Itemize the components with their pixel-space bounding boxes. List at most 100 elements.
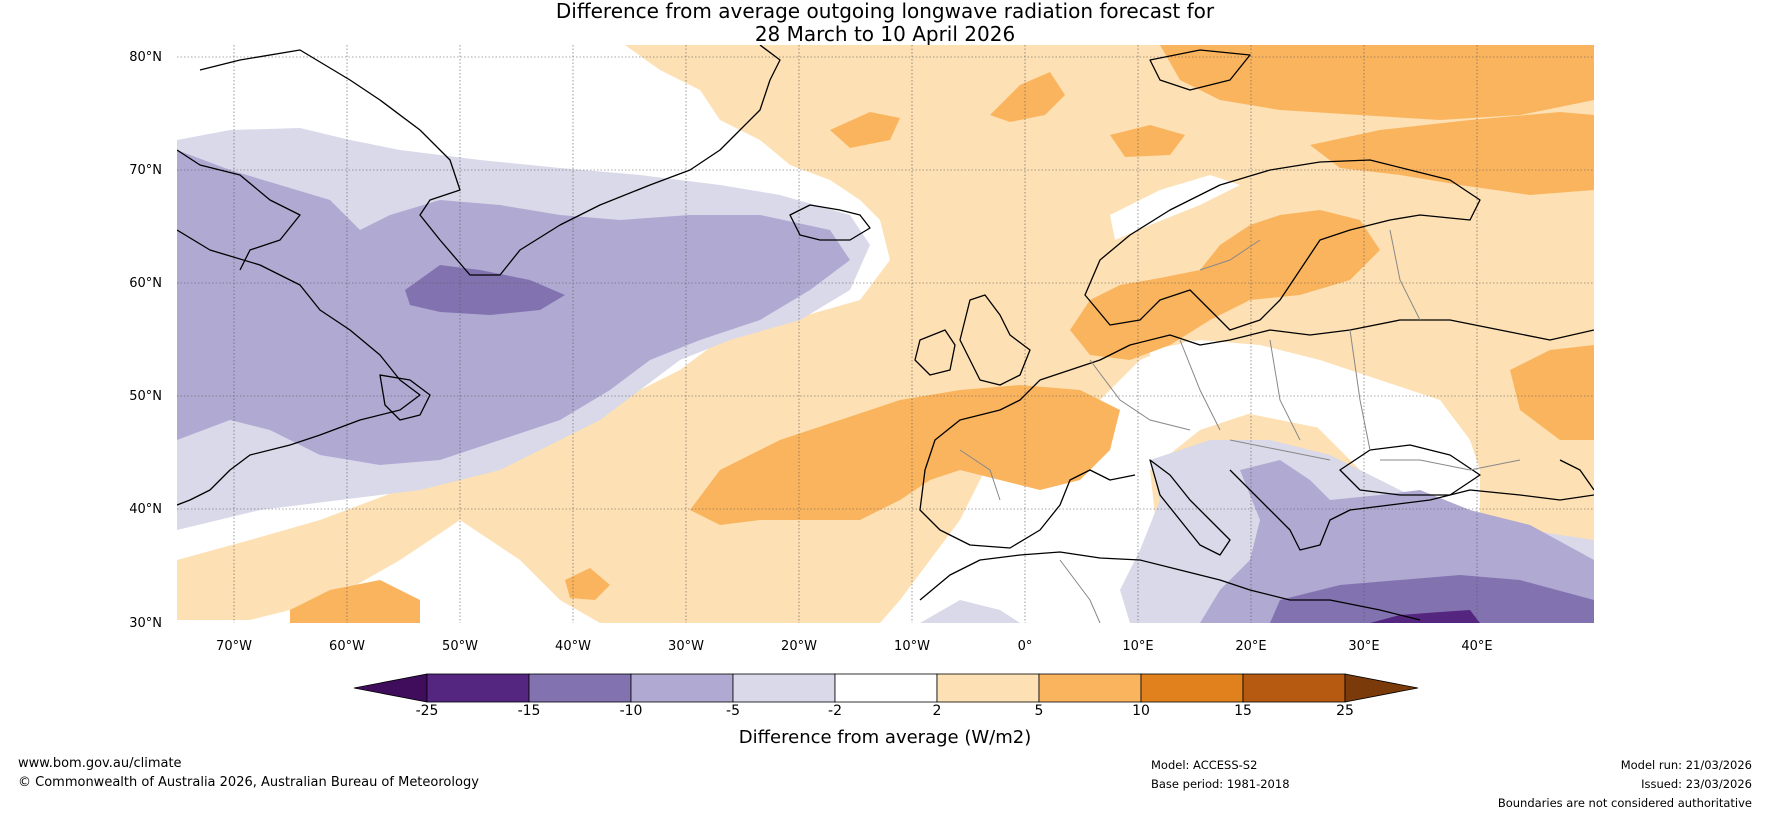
colorbar-segment: [528, 673, 632, 703]
anomaly-orange-iberia-france: [690, 385, 1120, 525]
coastline-newfoundland: [379, 374, 431, 421]
base-period: Base period: 1981-2018: [1151, 777, 1290, 791]
colorbar-tick-label: 2: [932, 703, 942, 719]
coastline-uk: [959, 294, 1031, 386]
map-panel: [177, 45, 1594, 623]
colorbar-tick-label: 5: [1034, 703, 1044, 719]
country-borders: [959, 229, 1521, 623]
chart-title: Difference from average outgoing longwav…: [0, 0, 1770, 46]
colorbar-tick-label: -15: [517, 703, 541, 719]
anomaly-orange-arctic-5: [830, 112, 900, 148]
lon-label: 0°: [1018, 639, 1033, 654]
lon-label: 30°W: [668, 639, 704, 654]
anomaly-very-dark-purple: [1370, 610, 1480, 623]
colorbar-tick-label: -10: [619, 703, 643, 719]
lon-label: 40°E: [1461, 639, 1492, 654]
coastline-ireland: [914, 329, 956, 376]
border-belarus-russia: [1349, 329, 1371, 451]
border-france-germany: [1089, 359, 1191, 431]
colorbar-extend-high: [1344, 673, 1419, 703]
anomaly-dark-purple-labrador: [405, 265, 565, 315]
disclaimer: Boundaries are not considered authoritat…: [1497, 796, 1752, 810]
colorbar-tick-label: -5: [726, 703, 740, 719]
lon-label: 70°W: [216, 639, 252, 654]
copyright: © Commonwealth of Australia 2026, Austra…: [18, 775, 479, 790]
model-run: Model run: 21/03/2026: [1620, 758, 1752, 772]
colorbar-tick-label: -2: [828, 703, 842, 719]
coastline-europe-mainland: [1039, 319, 1594, 381]
coastline-black-sea: [1339, 444, 1481, 496]
colorbar: [353, 673, 1419, 703]
coastline-svalbard: [1149, 49, 1251, 91]
coastline-iceland: [789, 204, 871, 241]
coastlines: [177, 45, 1594, 621]
border-russia-south: [1380, 459, 1521, 471]
colorbar-segment: [732, 673, 836, 703]
lat-label: 60°N: [129, 276, 162, 291]
model-name: Model: ACCESS-S2: [1151, 758, 1258, 772]
coastline-scandinavia: [1084, 159, 1481, 331]
coastline-balkans-turkey: [1229, 469, 1594, 551]
border-spain-portugal: [959, 449, 1001, 501]
anomaly-light-purple-n-africa: [920, 600, 1020, 623]
colorbar-title: Difference from average (W/m2): [738, 727, 1032, 748]
coastline-iberia-france: [919, 379, 1136, 549]
lon-label: 50°W: [442, 639, 478, 654]
anomaly-orange-arctic-2: [1310, 112, 1594, 195]
colorbar-tick-label: 15: [1234, 703, 1252, 719]
title-line-2: 28 March to 10 April 2026: [754, 22, 1016, 46]
border-algeria-libya: [1059, 559, 1101, 623]
anomaly-orange-russia: [1510, 345, 1594, 440]
border-germany-poland: [1179, 339, 1221, 431]
lat-labels: 80°N 70°N 60°N 50°N 40°N 30°N: [129, 50, 162, 631]
coastline-baffin: [177, 149, 301, 271]
colorbar-tick-label: 10: [1132, 703, 1150, 719]
coastline-north-africa: [919, 551, 1421, 621]
anomaly-orange-arctic-4: [1110, 125, 1185, 157]
anomaly-orange-subtropics-patch: [565, 568, 610, 600]
lat-label: 40°N: [129, 502, 162, 517]
lon-label: 20°E: [1235, 639, 1266, 654]
anomaly-orange-subtropics-sw: [290, 580, 420, 623]
lon-label: 10°E: [1122, 639, 1153, 654]
lon-label: 20°W: [781, 639, 817, 654]
coastline-italy: [1149, 459, 1231, 556]
title-line-1: Difference from average outgoing longwav…: [555, 0, 1215, 23]
colorbar-tick-label: 25: [1336, 703, 1354, 719]
coastline-labrador: [177, 229, 421, 506]
colorbar-segment: [426, 673, 530, 703]
lon-label: 40°W: [555, 639, 591, 654]
lon-labels: 70°W 60°W 50°W 40°W 30°W 20°W 10°W 0° 10…: [216, 639, 1493, 654]
anomaly-orange-scandinavia: [1070, 210, 1380, 360]
colorbar-segment: [1038, 673, 1142, 703]
border-finland-russia: [1389, 229, 1421, 321]
border-poland-ukraine: [1269, 339, 1301, 441]
lon-label: 60°W: [329, 639, 365, 654]
footer-right: Model run: 21/03/2026 Issued: 23/03/2026…: [1432, 756, 1752, 813]
colorbar-segment: [834, 673, 938, 703]
colorbar-segment: [630, 673, 734, 703]
colorbar-tick-label: -25: [415, 703, 439, 719]
colorbar-segment: [1242, 673, 1346, 703]
anomaly-dark-purple-east-med: [1270, 575, 1594, 623]
lat-label: 50°N: [129, 389, 162, 404]
coastline-greenland: [199, 45, 781, 276]
website-link[interactable]: www.bom.gov.au/climate: [18, 756, 182, 771]
lat-label: 70°N: [129, 163, 162, 178]
anomaly-orange-arctic-3: [990, 72, 1065, 122]
border-sweden-norway: [1199, 239, 1261, 271]
colorbar-extend-low: [353, 673, 428, 703]
footer-model-info: Model: ACCESS-S2 Base period: 1981-2018: [1151, 756, 1290, 794]
lon-label: 30°E: [1348, 639, 1379, 654]
lat-label: 80°N: [129, 50, 162, 65]
colorbar-segment: [936, 673, 1040, 703]
lon-label: 10°W: [894, 639, 930, 654]
coastline-caspian: [1559, 459, 1594, 491]
issued-date: Issued: 23/03/2026: [1641, 777, 1752, 791]
anomaly-orange-arctic-1: [1160, 45, 1594, 120]
footer-left: www.bom.gov.au/climate © Commonwealth of…: [18, 754, 479, 792]
lat-label: 30°N: [129, 616, 162, 631]
border-hungary-romania: [1229, 439, 1331, 461]
colorbar-segment: [1140, 673, 1244, 703]
